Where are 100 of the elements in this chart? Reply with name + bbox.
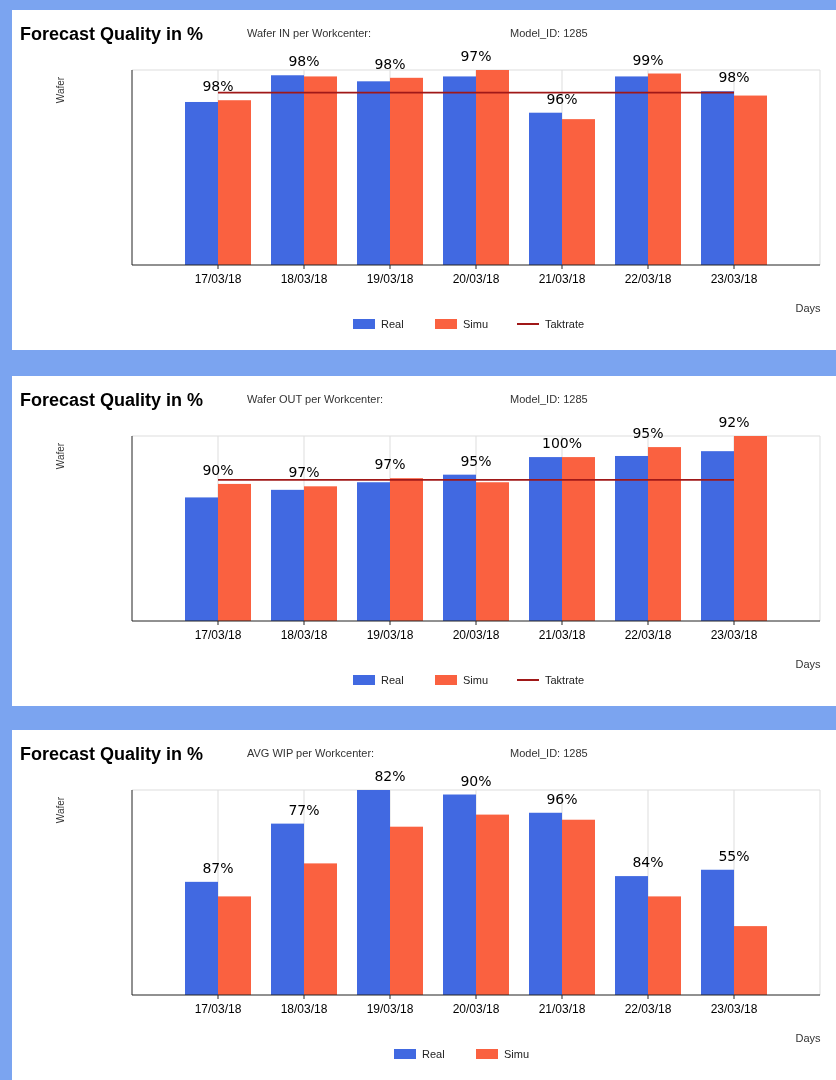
chart-title: Forecast Quality in % [20, 390, 204, 410]
x-tick-label: 18/03/18 [280, 272, 328, 286]
y-axis-title: Wafer [55, 76, 66, 104]
x-axis-title: Days [795, 302, 822, 314]
bar [562, 457, 595, 621]
x-tick-label: 23/03/18 [710, 628, 758, 642]
annotation: 98% [718, 69, 750, 86]
bar [218, 896, 251, 995]
bar [390, 77, 423, 265]
bar [529, 112, 562, 265]
legend-label: Taktrate [545, 674, 585, 686]
bar [304, 76, 337, 265]
bar [476, 70, 509, 265]
annotation: 90% [202, 461, 234, 478]
bar [648, 896, 681, 995]
bar [476, 482, 509, 621]
x-tick-label: 23/03/18 [710, 1002, 758, 1016]
bar [701, 91, 734, 265]
bar [357, 790, 390, 995]
bar [185, 881, 218, 995]
chart-subtitle: Wafer IN per Workcenter: [247, 27, 372, 39]
x-tick-label: 22/03/18 [624, 1002, 672, 1016]
x-tick-label: 18/03/18 [280, 628, 328, 642]
bar [562, 119, 595, 265]
x-tick-label: 22/03/18 [624, 628, 672, 642]
bar [734, 926, 767, 995]
x-tick-label: 21/03/18 [538, 272, 586, 286]
bar [443, 76, 476, 265]
legend-label: Real [422, 1048, 445, 1060]
x-tick-label: 19/03/18 [366, 628, 414, 642]
bar [734, 436, 767, 621]
bar [615, 876, 648, 995]
x-tick-label: 20/03/18 [452, 628, 500, 642]
bar [185, 497, 218, 621]
text: 99% [632, 51, 664, 68]
x-tick-label: 20/03/18 [452, 1002, 500, 1016]
x-tick-label: 22/03/18 [624, 272, 672, 286]
chart-subtitle: AVG WIP per Workcenter: [247, 747, 375, 759]
x-tick-label: 18/03/18 [280, 1002, 328, 1016]
text: 90% [460, 772, 492, 789]
text: Model_ID: 1285 [510, 393, 588, 405]
bar [529, 457, 562, 621]
bar [615, 76, 648, 265]
x-tick-label: 17/03/18 [194, 628, 242, 642]
bar [271, 823, 304, 995]
x-tick-label: 20/03/18 [452, 272, 500, 286]
bar [390, 478, 423, 621]
bar [615, 455, 648, 621]
annotation: 97% [288, 464, 320, 481]
legend-label: Simu [463, 674, 489, 686]
x-tick-label: 19/03/18 [366, 1002, 414, 1016]
text: 92% [718, 414, 750, 430]
x-tick-label: 17/03/18 [194, 1002, 242, 1016]
bar [443, 794, 476, 995]
legend-label: Simu [504, 1048, 530, 1060]
annotation: 87% [202, 859, 234, 876]
bar [185, 101, 218, 265]
annotation: 97% [374, 456, 406, 473]
legend-label: Real [381, 674, 404, 686]
bar [357, 482, 390, 621]
y-axis-title: Wafer [55, 796, 66, 824]
bar [701, 451, 734, 621]
bar [304, 486, 337, 621]
y-axis-title: Wafer [55, 442, 66, 470]
text: Model_ID: 1285 [510, 27, 588, 39]
bar [218, 100, 251, 265]
bar [218, 483, 251, 621]
annotation: 98% [374, 55, 406, 72]
chart-title: Forecast Quality in % [20, 24, 204, 44]
bar [529, 812, 562, 995]
bar [648, 73, 681, 265]
x-axis-title: Days [795, 658, 822, 670]
x-tick-label: 21/03/18 [538, 628, 586, 642]
annotation: 96% [546, 90, 578, 107]
chart-title: Forecast Quality in % [20, 744, 204, 764]
bar [734, 95, 767, 265]
legend-label: Simu [463, 318, 489, 330]
bar [562, 819, 595, 995]
annotation: 96% [546, 790, 578, 807]
annotation: 84% [632, 854, 664, 871]
bar [271, 75, 304, 265]
annotation: 95% [460, 452, 492, 469]
bar [304, 863, 337, 995]
text: 82% [374, 768, 406, 784]
annotation: 95% [632, 425, 664, 442]
annotation: 55% [718, 847, 750, 864]
bar [648, 447, 681, 621]
bar [701, 869, 734, 995]
text: Model_ID: 1285 [510, 747, 588, 759]
x-tick-label: 17/03/18 [194, 272, 242, 286]
x-tick-label: 23/03/18 [710, 272, 758, 286]
text: 98% [288, 53, 320, 70]
annotation: 98% [202, 78, 234, 95]
bar [443, 474, 476, 621]
x-tick-label: 19/03/18 [366, 272, 414, 286]
bar [476, 814, 509, 995]
bar [390, 826, 423, 995]
bar [271, 489, 304, 621]
annotation: 100% [541, 435, 583, 452]
bar [357, 81, 390, 265]
